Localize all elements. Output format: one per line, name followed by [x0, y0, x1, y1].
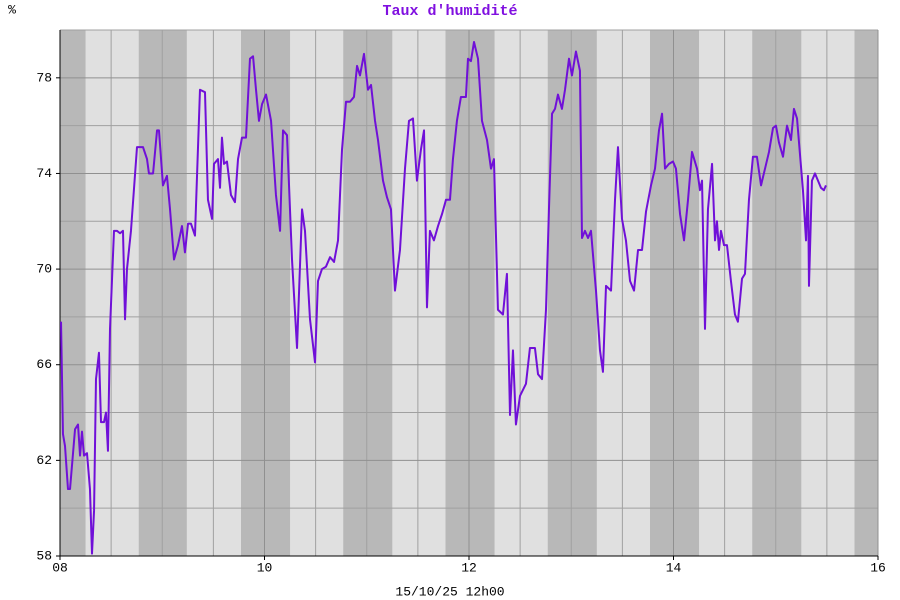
y-tick-label: 66	[36, 357, 52, 372]
y-tick-label: 70	[36, 262, 52, 277]
y-tick-label: 74	[36, 166, 52, 181]
shaded-range	[343, 30, 393, 556]
shaded-range	[854, 30, 878, 556]
y-axis-label: %	[8, 2, 16, 17]
x-tick-label: 10	[257, 560, 273, 575]
chart-title: Taux d'humidité	[382, 3, 517, 20]
x-tick-label: 12	[461, 560, 477, 575]
shaded-range	[138, 30, 187, 556]
grid	[56, 29, 879, 560]
x-tick-label: 16	[870, 560, 886, 575]
shaded-range	[649, 30, 700, 556]
line	[60, 40, 827, 555]
x-axis-label: 15/10/25 12h00	[395, 584, 504, 599]
x-tick-label: 08	[52, 560, 68, 575]
y-tick-label: 58	[36, 548, 52, 563]
y-tick-label: 62	[36, 453, 52, 468]
marks	[60, 40, 827, 555]
shaded-range	[445, 30, 495, 556]
shaded-range	[60, 30, 86, 556]
y-tick-label: 78	[36, 70, 52, 85]
shaded-range	[240, 30, 291, 556]
x-tick-label: 14	[666, 560, 682, 575]
shaded-range	[547, 30, 597, 556]
